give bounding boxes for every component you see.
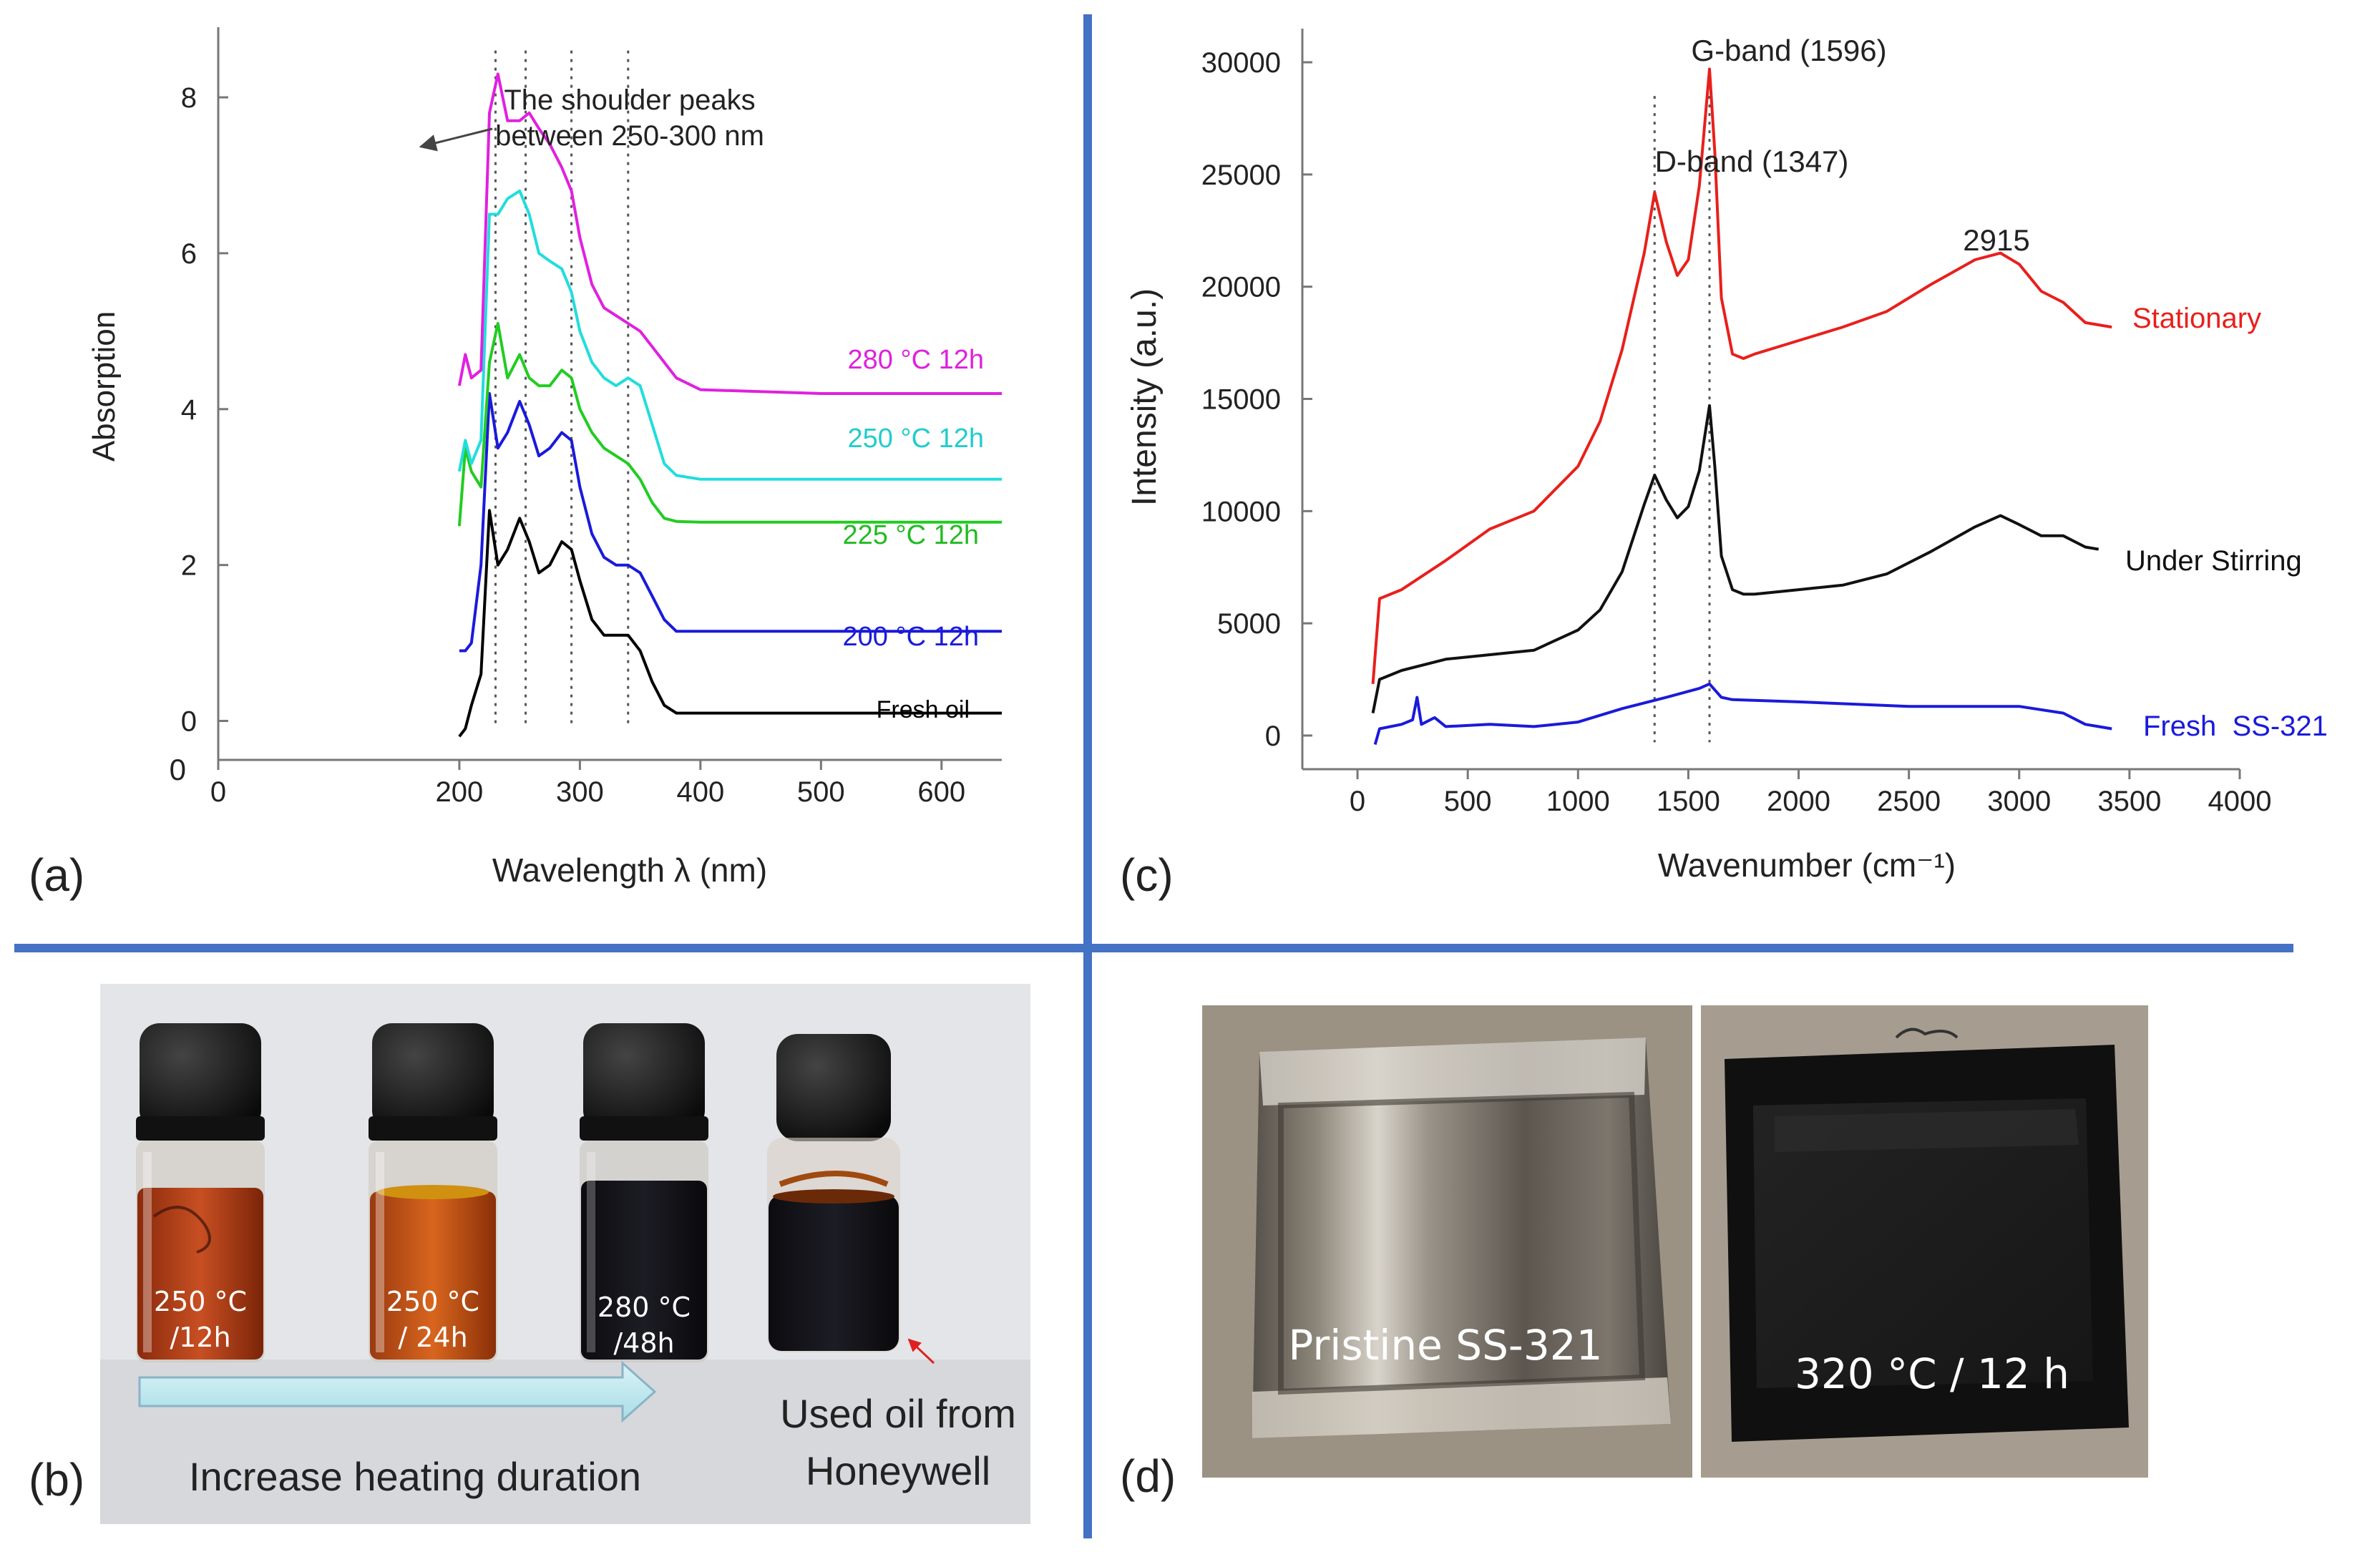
vial-4 [767, 1034, 900, 1352]
chart-a: 0 2 4 6 8 0 200 300 400 500 600 0 Absorption Wave… [29, 27, 1002, 901]
chart-a-xtick-label: 600 [917, 776, 965, 808]
chart-a-ytick-label: 6 [181, 238, 197, 270]
chart-c-ytick-label: 5000 [1217, 608, 1281, 640]
vial-2-label-line2: / 24h [398, 1322, 467, 1353]
chart-c-ylabel: Intensity (a.u.) [1126, 288, 1164, 506]
chart-a-y0-bottom-label: 0 [170, 753, 186, 786]
chart-a-xtick-label: 400 [676, 776, 724, 808]
chart-c-ytick-label: 20000 [1201, 272, 1281, 303]
chart-a-ytick-label: 4 [181, 394, 197, 426]
chart-a-legend-280: 280 °C 12h [847, 345, 984, 375]
chart-c-ytick-label: 30000 [1201, 47, 1281, 79]
chart-a-xtick-label: 500 [797, 776, 845, 808]
chart-c-xtick-label: 500 [1444, 786, 1492, 817]
chart-c-series-line-0 [1371, 67, 2112, 684]
chart-c-series-line-1 [1371, 404, 2099, 713]
chart-c-ytick-label: 25000 [1201, 160, 1281, 191]
vial-3-label-line2: /48h [613, 1327, 674, 1359]
chart-a-legend-fresh-oil: Fresh oil [877, 696, 970, 723]
chart-c-legend-stirring: Under Stirring [2125, 545, 2302, 577]
chart-a-series-line-1 [459, 392, 1002, 653]
panel-label-d: (d) [1120, 1450, 1176, 1502]
chart-c-xtick-label: 1500 [1657, 786, 1720, 817]
chart-a-ytick-label: 8 [181, 82, 197, 114]
chart-a-ytick-label: 0 [181, 706, 197, 738]
chart-c-xtick-label: 3500 [2097, 786, 2161, 817]
chart-a-legend-250: 250 °C 12h [847, 424, 984, 454]
chart-c-legend-stationary: Stationary [2132, 303, 2261, 334]
panel-d-photos: Pristine SS-321 320 °C / 12 h (d) [1120, 1005, 2148, 1502]
vial-1-label-line1: 250 °C [154, 1286, 247, 1317]
chart-c-xtick-label: 4000 [2208, 786, 2272, 817]
chart-c-xtick-label: 1000 [1546, 786, 1610, 817]
heated-sample-photo [1701, 1005, 2148, 1478]
vial-2-label-line1: 250 °C [386, 1286, 479, 1317]
chart-c-ytick-label: 15000 [1201, 384, 1281, 416]
chart-a-ylabel: Absorption [87, 311, 122, 462]
chart-c-legend-fresh: Fresh SS-321 [2143, 711, 2328, 742]
chart-a-series-line-2 [457, 322, 1002, 527]
used-oil-label-line1: Used oil from [780, 1391, 1016, 1436]
panel-label-b: (b) [29, 1454, 84, 1505]
chart-c-ytick-label: 10000 [1201, 496, 1281, 527]
chart-c-annotation-gband: G-band (1596) [1691, 34, 1886, 67]
chart-a-series-line-0 [458, 509, 1002, 738]
chart-c-xtick-label: 3000 [1987, 786, 2051, 817]
chart-a-annotation-arrow [419, 127, 493, 152]
chart-c: 0 5000 10000 15000 20000 25000 30000 0 500 1000 1… [1120, 29, 2328, 901]
chart-c-xlabel: Wavenumber (cm⁻¹) [1658, 846, 1956, 884]
chart-c-xtick-label: 2000 [1767, 786, 1830, 817]
chart-c-xtick-label: 2500 [1877, 786, 1941, 817]
chart-a-series-line-3 [457, 189, 1002, 481]
heating-duration-arrow [138, 1360, 657, 1423]
pristine-sample-photo [1202, 1005, 1692, 1478]
chart-a-legend-200: 200 °C 12h [842, 622, 979, 652]
chart-c-xtick-label: 0 [1350, 786, 1365, 817]
vial-3-label-line1: 280 °C [598, 1292, 691, 1323]
chart-a-series-line-4 [457, 72, 1002, 395]
used-oil-label-line2: Honeywell [806, 1448, 990, 1493]
chart-c-ytick-label: 0 [1265, 721, 1281, 752]
chart-a-xtick-label: 200 [436, 776, 484, 808]
chart-c-annotation-dband: D-band (1347) [1655, 145, 1849, 178]
chart-a-xlabel: Wavelength λ (nm) [492, 851, 767, 889]
arrow-label: Increase heating duration [189, 1454, 641, 1499]
vial-3 [580, 1023, 708, 1362]
chart-a-annotation-line1: The shoulder peaks [504, 84, 755, 116]
vial-1-label-line2: /12h [170, 1322, 230, 1353]
panel-b-photo: 250 °C /12h 250 °C / 24h 280 °C /48h Inc… [29, 984, 1030, 1524]
vial-2 [369, 1023, 497, 1362]
pristine-sample-label: Pristine SS-321 [1288, 1321, 1602, 1370]
chart-a-annotation-line2: between 250-300 nm [495, 120, 764, 152]
chart-c-annotation-2915: 2915 [1963, 223, 2029, 257]
panel-label-a: (a) [29, 849, 84, 901]
heated-sample-label: 320 °C / 12 h [1795, 1350, 2069, 1398]
chart-a-xtick-label: 300 [556, 776, 604, 808]
vial-1 [136, 1023, 265, 1362]
chart-a-legend-225: 225 °C 12h [842, 520, 979, 550]
chart-c-series-line-2 [1373, 682, 2112, 746]
chart-a-ytick-label: 2 [181, 550, 197, 582]
chart-a-xtick-label: 0 [210, 776, 226, 808]
used-oil-pointer-arrow [907, 1338, 935, 1365]
panel-label-c: (c) [1120, 849, 1174, 901]
